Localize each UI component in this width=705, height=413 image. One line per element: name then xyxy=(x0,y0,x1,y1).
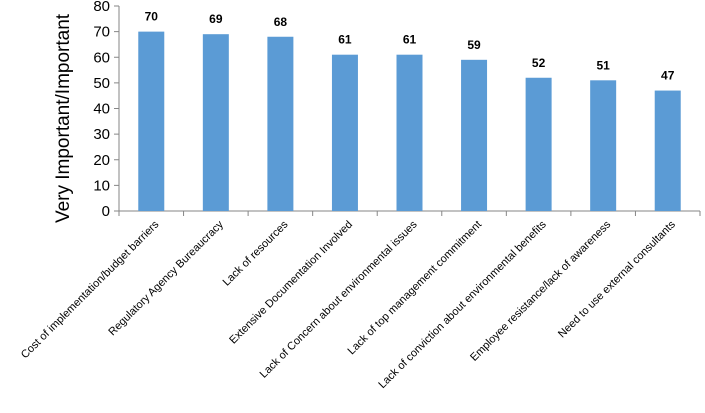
category-label: Employee resistance/lack of awareness xyxy=(468,218,613,363)
y-tick-label: 60 xyxy=(93,49,110,66)
y-tick-label: 30 xyxy=(93,126,110,143)
y-tick-label: 40 xyxy=(93,101,110,118)
bar xyxy=(331,54,358,211)
data-label: 68 xyxy=(274,15,288,29)
bar xyxy=(525,77,552,211)
data-labels: 70 69 68 61 61 59 52 51 47 xyxy=(145,10,675,83)
y-axis-label: Very Important/Important xyxy=(53,13,74,223)
category-label: Extensive Documentation Involved xyxy=(227,219,355,347)
category-label: Regulatory Agency Bureaucracy xyxy=(106,218,226,338)
data-label: 70 xyxy=(145,10,159,24)
bar xyxy=(654,90,681,211)
data-label: 51 xyxy=(596,58,610,72)
data-label: 59 xyxy=(467,38,481,52)
data-label: 61 xyxy=(403,33,417,47)
bar xyxy=(590,80,617,211)
category-label: Lack of top management commitment xyxy=(346,219,485,358)
y-tick-label: 70 xyxy=(93,24,110,41)
category-label: Cost of implementation/budget barriers xyxy=(19,218,162,361)
bars xyxy=(138,31,681,211)
data-label: 69 xyxy=(209,12,223,26)
category-labels: Cost of implementation/budget barriersRe… xyxy=(19,218,678,391)
bar xyxy=(396,54,423,211)
y-tick-label: 50 xyxy=(93,75,110,92)
y-tick-label: 20 xyxy=(93,152,110,169)
category-label: Need to use external consultants xyxy=(556,218,678,340)
data-label: 47 xyxy=(661,69,675,83)
bar xyxy=(461,59,488,211)
y-tick-label: 0 xyxy=(102,203,110,220)
bar xyxy=(202,34,229,211)
bar xyxy=(138,31,165,211)
category-label: Lack of resources xyxy=(221,218,291,288)
y-tick-label: 10 xyxy=(93,177,110,194)
y-tick-label: 80 xyxy=(93,0,110,15)
data-label: 52 xyxy=(532,56,546,70)
data-label: 61 xyxy=(338,33,352,47)
bar xyxy=(267,36,294,211)
